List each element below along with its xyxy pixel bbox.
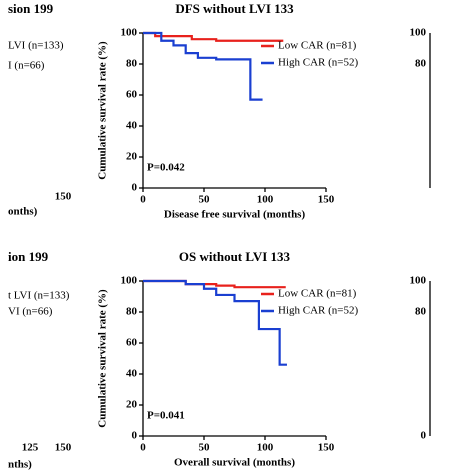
p-value: P=0.042 <box>147 162 185 174</box>
fragment-text: 0 <box>421 430 427 442</box>
x-axis-label: Overall survival (months) <box>174 457 295 469</box>
fragment-text: 150 <box>55 191 72 203</box>
survival-curve <box>143 31 263 101</box>
x-tick-label: 0 <box>140 442 146 454</box>
survival-curve <box>143 31 284 42</box>
y-tick-label: 100 <box>121 275 138 287</box>
y-tick-label: 40 <box>126 368 138 380</box>
y-tick-label: 100 <box>121 27 138 39</box>
y-tick-label: 60 <box>126 337 138 349</box>
fragment-text: nths) <box>8 459 32 471</box>
fragment-text: ion 199 <box>8 249 49 264</box>
x-tick-label: 100 <box>257 442 274 454</box>
fragment-text: LVI (n=133) <box>8 40 64 52</box>
survival-curve <box>143 279 287 366</box>
x-tick-label: 150 <box>318 442 335 454</box>
x-tick-label: 50 <box>199 194 211 206</box>
fragment-text: 125 <box>22 442 39 454</box>
y-tick-label: 0 <box>132 430 138 442</box>
x-tick-label: 0 <box>140 194 146 206</box>
fragment-text: sion 199 <box>8 1 54 16</box>
y-tick-label: 60 <box>126 89 138 101</box>
y-tick-label: 80 <box>126 58 138 70</box>
x-tick-label: 50 <box>199 442 211 454</box>
fragment-text: 100 <box>410 275 427 287</box>
y-tick-label: 80 <box>126 306 138 318</box>
y-axis-label: Cumulative survival rate (%) <box>97 41 109 180</box>
x-axis-label: Disease free survival (months) <box>164 209 306 221</box>
legend-label: Low CAR (n=81) <box>278 40 357 52</box>
fragment-text: 150 <box>55 442 72 454</box>
fragment-text: I (n=66) <box>8 60 45 72</box>
x-tick-label: 100 <box>257 194 274 206</box>
chart-title: OS without LVI 133 <box>179 249 291 264</box>
p-value: P=0.041 <box>147 410 185 422</box>
legend-label: High CAR (n=52) <box>278 57 358 69</box>
x-tick-label: 150 <box>318 194 335 206</box>
y-tick-label: 40 <box>126 120 138 132</box>
fragment-text: t LVI (n=133) <box>8 290 70 302</box>
fragment-text: VI (n=66) <box>8 306 53 318</box>
y-axis-label: Cumulative survival rate (%) <box>97 289 109 428</box>
fragment-text: onths) <box>8 206 38 218</box>
fragment-text: 80 <box>415 58 427 70</box>
legend-label: High CAR (n=52) <box>278 305 358 317</box>
y-tick-label: 20 <box>126 151 138 163</box>
y-tick-label: 0 <box>132 182 138 194</box>
fragment-text: 100 <box>410 27 427 39</box>
chart-title: DFS without LVI 133 <box>175 1 294 16</box>
legend-label: Low CAR (n=81) <box>278 288 357 300</box>
y-tick-label: 20 <box>126 399 138 411</box>
fragment-text: 80 <box>415 306 427 318</box>
